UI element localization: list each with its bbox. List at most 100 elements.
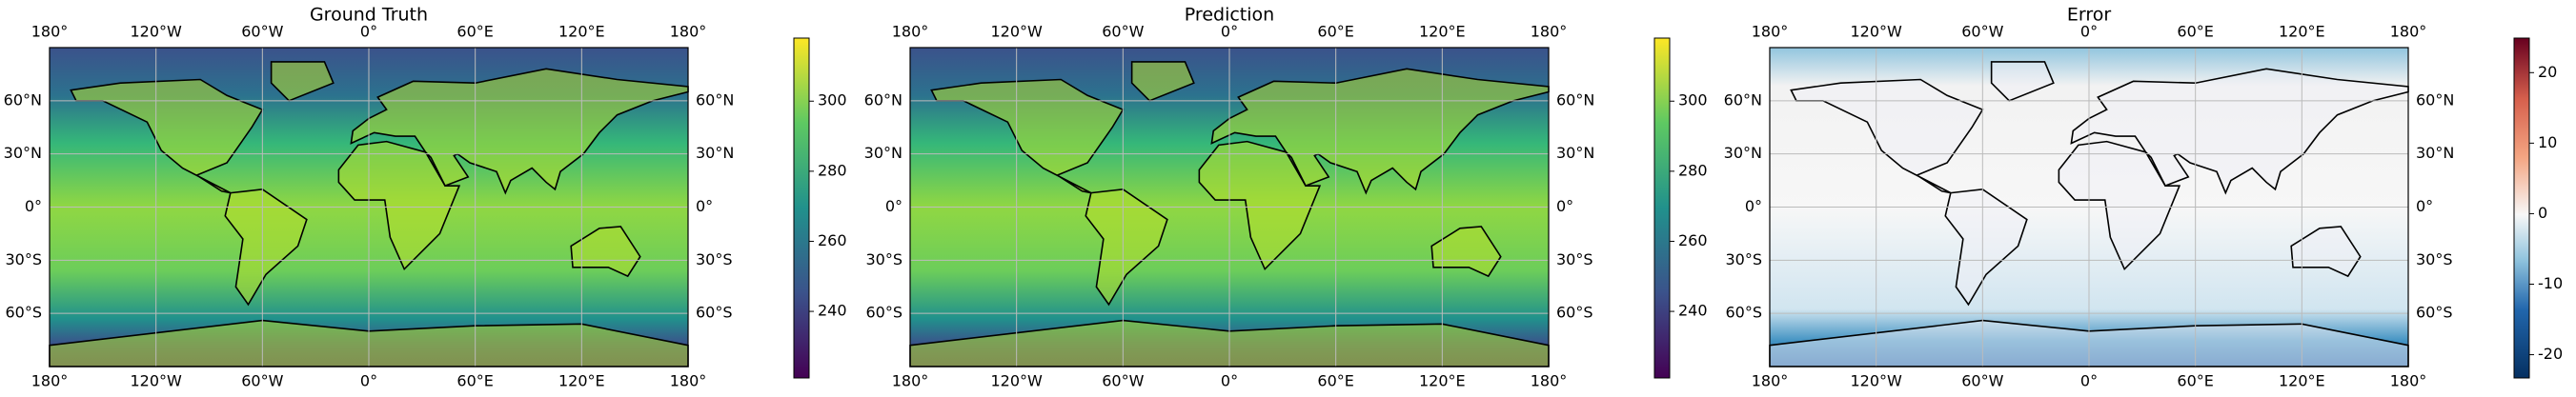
lon-tick-label: 120°E <box>558 23 605 41</box>
lon-tick-label: 180° <box>31 372 69 390</box>
lat-tick-label: 60°S <box>2416 304 2453 322</box>
lon-tick-label: 120°W <box>990 23 1043 41</box>
colorbar-tick-label: 20 <box>2538 63 2557 81</box>
lon-tick-label: 60°W <box>1102 372 1144 390</box>
coastline <box>1210 68 1550 195</box>
coastline <box>570 226 641 278</box>
map-frame <box>909 47 1550 367</box>
coastline <box>350 68 689 195</box>
colorbar-tick-label: 300 <box>818 91 847 109</box>
lat-tick-label: 60°N <box>864 90 903 109</box>
coastline <box>2290 226 2362 278</box>
lat-tick-label: 30°S <box>1725 250 1762 268</box>
lat-tick-label: 30°N <box>4 144 42 162</box>
lat-tick-label: 30°S <box>5 250 42 268</box>
coastline <box>224 189 308 307</box>
lon-tick-label: 120°E <box>1419 372 1466 390</box>
panel-title: Ground Truth <box>310 5 428 26</box>
lat-tick-label: 60°N <box>1556 90 1594 109</box>
colorbar <box>793 37 810 379</box>
coastline <box>1790 78 1984 194</box>
lat-tick-label: 0° <box>25 197 42 215</box>
coastline <box>70 78 264 194</box>
colorbar-tick-label: 0 <box>2538 204 2547 222</box>
lon-tick-label: 120°W <box>1850 372 1902 390</box>
lon-tick-label: 60°W <box>241 372 283 390</box>
lat-tick-label: 60°N <box>696 90 734 109</box>
lon-tick-label: 180° <box>31 23 69 41</box>
lon-tick-label: 0° <box>360 23 377 41</box>
lat-tick-label: 30°N <box>2416 144 2454 162</box>
lon-tick-label: 180° <box>1531 23 1568 41</box>
lat-tick-label: 0° <box>696 197 713 215</box>
coastline <box>1944 189 2028 307</box>
lon-tick-label: 60°E <box>1317 23 1353 41</box>
lon-tick-label: 60°E <box>2177 372 2213 390</box>
map-frame <box>1769 47 2409 367</box>
lat-tick-label: 0° <box>2416 197 2433 215</box>
coastline <box>1430 226 1502 278</box>
coastline <box>1990 61 2055 102</box>
lat-tick-label: 0° <box>1745 197 1762 215</box>
lat-tick-label: 60°N <box>4 90 42 109</box>
lat-tick-label: 60°S <box>865 304 903 322</box>
lon-tick-label: 60°E <box>456 23 493 41</box>
coastline <box>270 61 335 102</box>
lon-tick-label: 0° <box>1221 23 1238 41</box>
lon-tick-label: 180° <box>2390 372 2427 390</box>
lon-tick-label: 180° <box>892 372 929 390</box>
lat-tick-label: 30°N <box>864 144 903 162</box>
lon-tick-label: 180° <box>670 372 707 390</box>
lat-tick-label: 60°N <box>1724 90 1762 109</box>
colorbar-tick-label: 240 <box>818 302 847 320</box>
lon-tick-label: 120°E <box>558 372 605 390</box>
lon-tick-label: 180° <box>1752 23 1789 41</box>
colorbar-tick-label: -10 <box>2538 274 2563 292</box>
colorbar-tick-label: 260 <box>818 231 847 249</box>
lon-tick-label: 60°W <box>1961 372 2003 390</box>
colorbar <box>1653 37 1671 379</box>
lat-tick-label: 30°N <box>1724 144 1762 162</box>
panel-title: Prediction <box>1185 5 1274 26</box>
lon-tick-label: 0° <box>360 372 377 390</box>
colorbar-tick-label: 240 <box>1678 302 1708 320</box>
colorbar-tick-label: 280 <box>1678 161 1708 179</box>
lat-tick-label: 60°S <box>5 304 42 322</box>
lat-tick-label: 60°S <box>1556 304 1593 322</box>
lon-tick-label: 120°W <box>1850 23 1902 41</box>
lat-tick-label: 60°S <box>696 304 733 322</box>
lon-tick-label: 120°W <box>990 372 1043 390</box>
lat-tick-label: 30°S <box>1556 250 1593 268</box>
lat-tick-label: 60°N <box>2416 90 2454 109</box>
lat-tick-label: 30°S <box>2416 250 2453 268</box>
coastline <box>2070 68 2409 195</box>
lat-tick-label: 60°S <box>1725 304 1762 322</box>
colorbar <box>2513 37 2530 379</box>
lat-tick-label: 0° <box>885 197 903 215</box>
lon-tick-label: 60°W <box>1961 23 2003 41</box>
lon-tick-label: 180° <box>1752 372 1789 390</box>
lon-tick-label: 120°E <box>2279 372 2325 390</box>
lon-tick-label: 180° <box>2390 23 2427 41</box>
lon-tick-label: 120°E <box>1419 23 1466 41</box>
lon-tick-label: 0° <box>2080 372 2098 390</box>
lat-tick-label: 30°S <box>696 250 733 268</box>
lon-tick-label: 120°W <box>130 23 182 41</box>
coastline <box>1130 61 1195 102</box>
coastline <box>930 78 1125 194</box>
coastline <box>1085 189 1168 307</box>
lon-tick-label: 60°W <box>1102 23 1144 41</box>
lon-tick-label: 180° <box>1531 372 1568 390</box>
lon-tick-label: 0° <box>1221 372 1238 390</box>
lat-tick-label: 30°N <box>696 144 734 162</box>
colorbar-tick-label: 260 <box>1678 231 1708 249</box>
panel-title: Error <box>2067 5 2112 26</box>
colorbar-tick-label: 280 <box>818 161 847 179</box>
colorbar-tick-label: 10 <box>2538 133 2557 151</box>
lat-tick-label: 0° <box>1556 197 1573 215</box>
lon-tick-label: 0° <box>2080 23 2098 41</box>
lon-tick-label: 60°E <box>1317 372 1353 390</box>
map-frame <box>49 47 689 367</box>
lon-tick-label: 120°W <box>130 372 182 390</box>
